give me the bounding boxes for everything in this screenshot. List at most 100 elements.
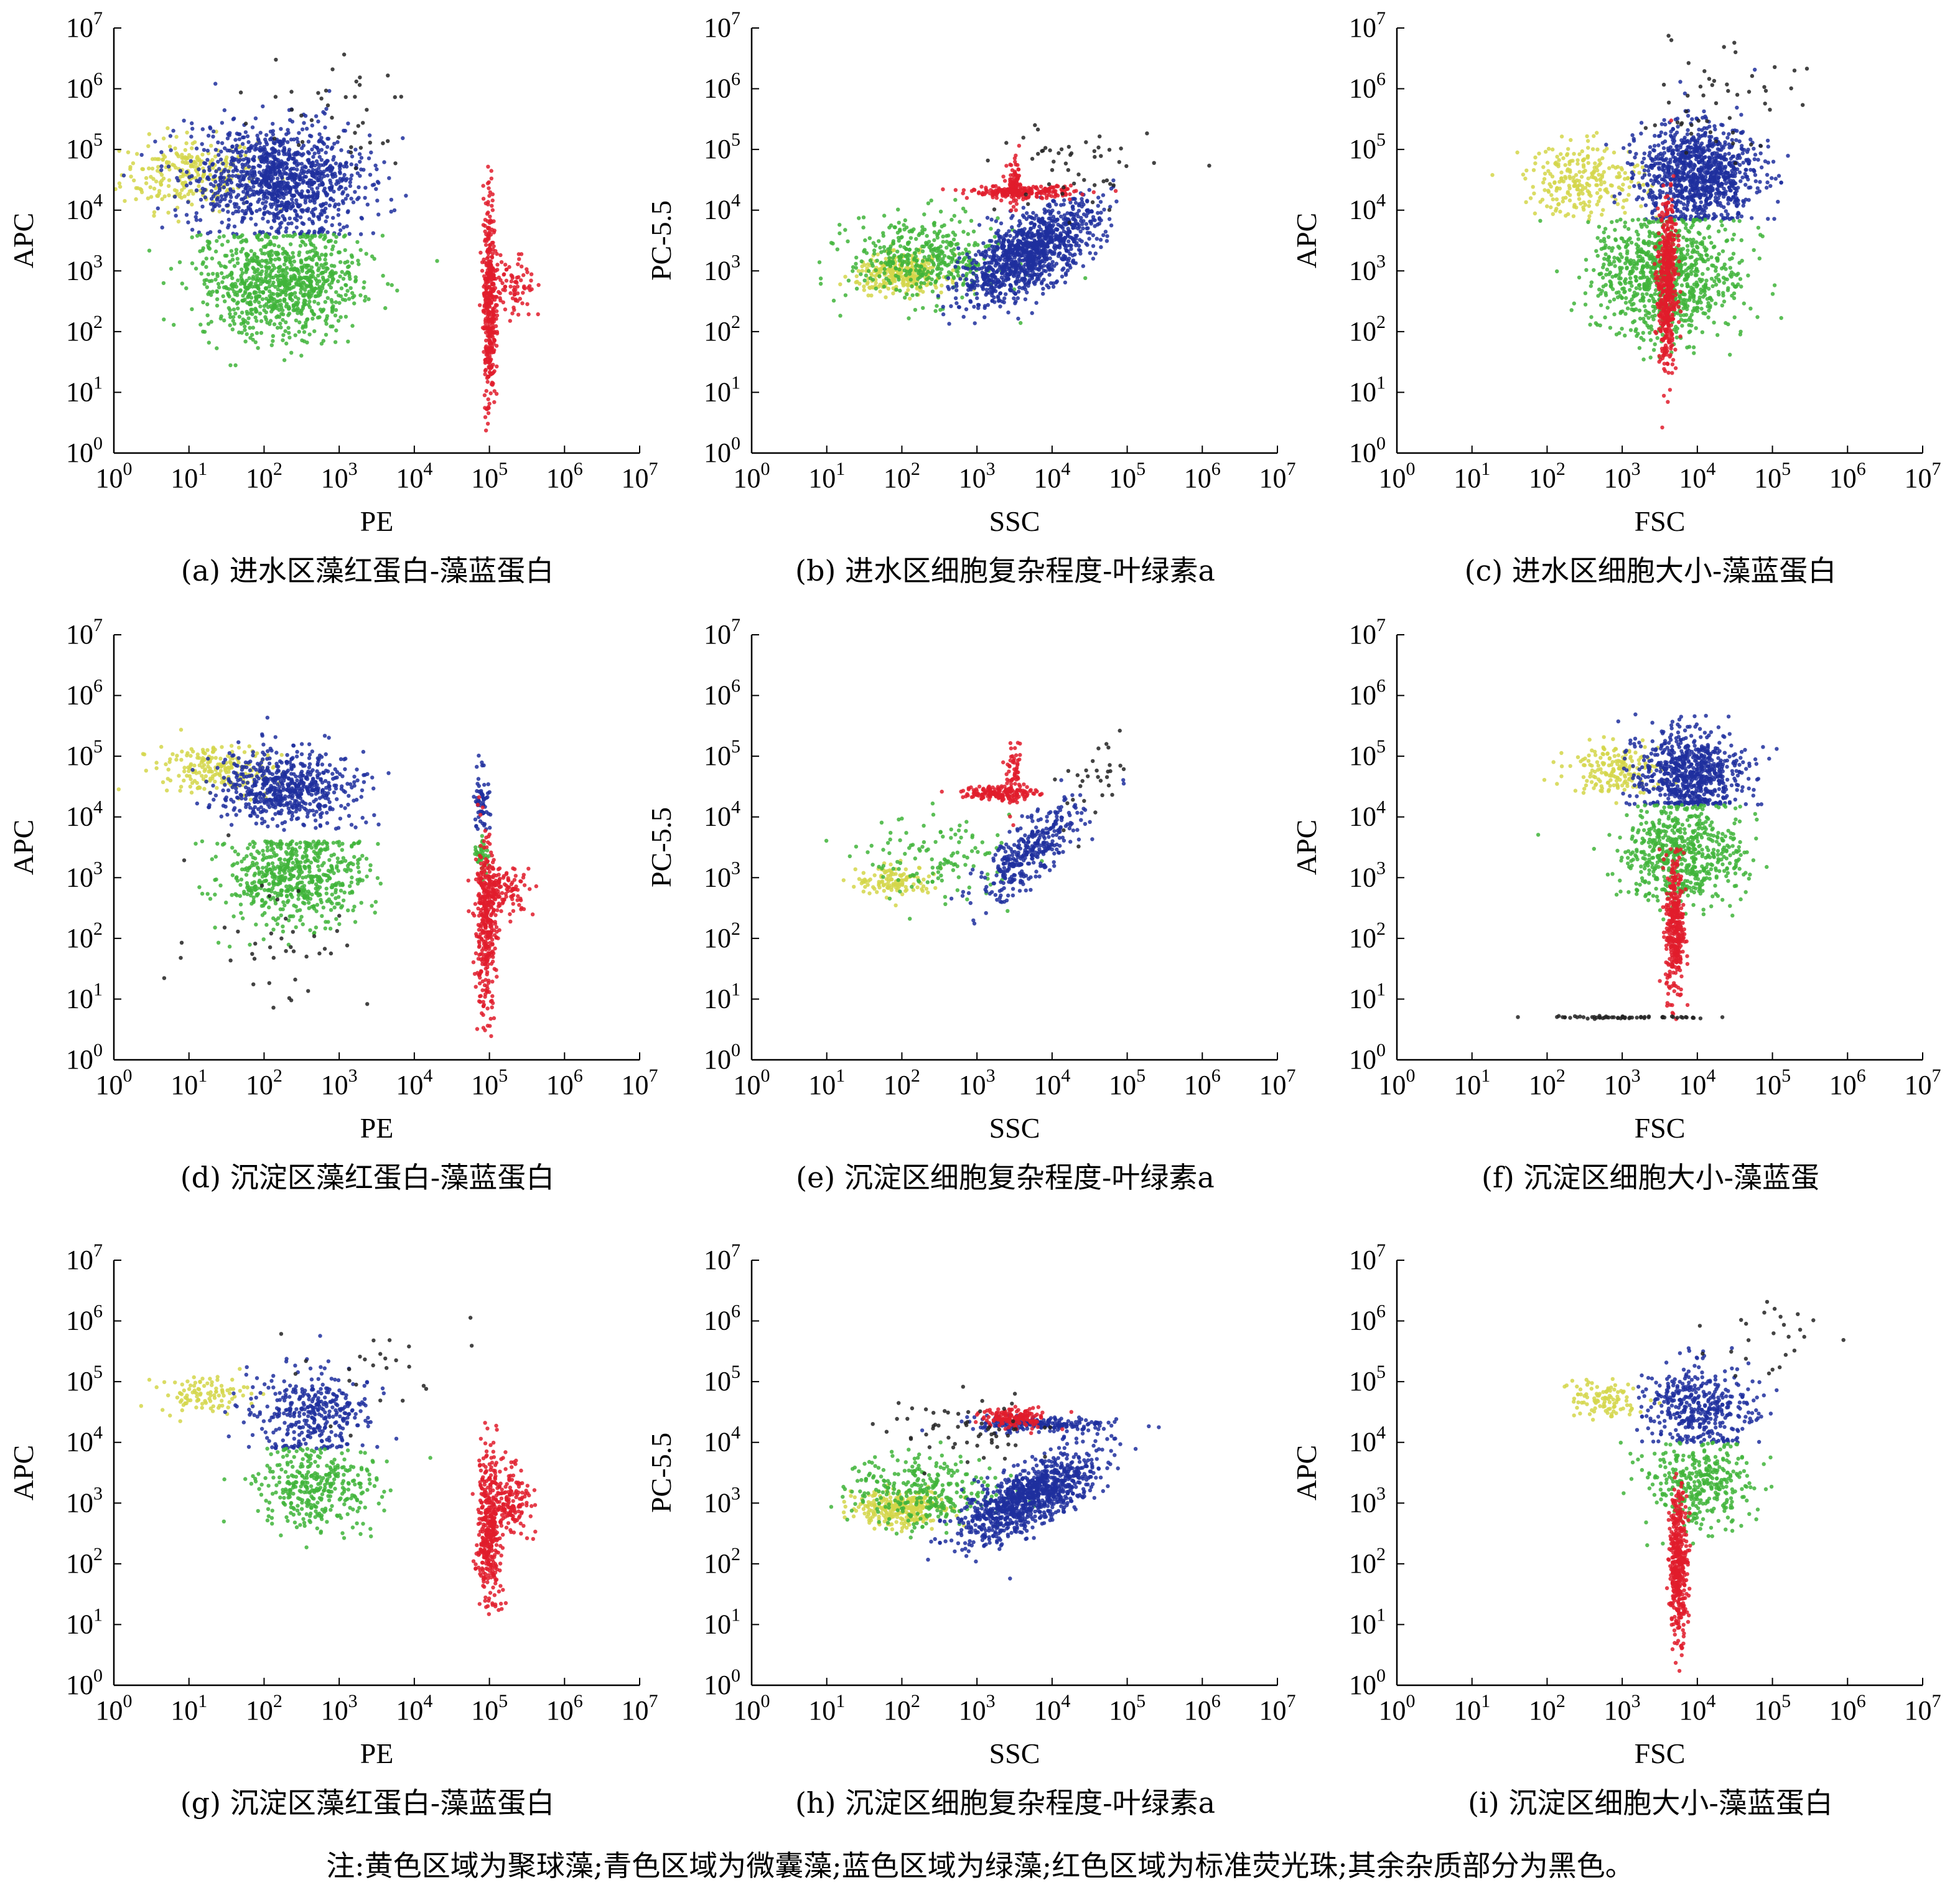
data-point	[296, 140, 300, 144]
data-point	[284, 192, 289, 196]
panel-caption: (b) 进水区细胞复杂程度-叶绿素a	[795, 554, 1215, 587]
data-point	[337, 232, 342, 236]
data-point	[383, 306, 388, 311]
data-point	[345, 210, 350, 215]
data-point	[500, 281, 505, 286]
data-point	[301, 180, 306, 185]
data-point	[323, 125, 327, 129]
data-point	[907, 261, 911, 265]
data-point	[999, 271, 1004, 276]
data-point	[186, 200, 190, 204]
data-point	[337, 301, 342, 305]
data-point	[955, 260, 960, 264]
data-point	[274, 253, 279, 257]
data-point	[329, 252, 334, 256]
data-point	[907, 229, 912, 234]
data-point	[1109, 186, 1114, 191]
data-point	[485, 296, 490, 301]
data-point	[1015, 194, 1020, 198]
data-point	[1019, 320, 1023, 325]
data-point	[257, 197, 261, 202]
data-point	[301, 143, 306, 148]
data-point	[368, 141, 372, 145]
data-point	[999, 221, 1004, 226]
data-point	[246, 140, 251, 144]
data-point	[831, 298, 836, 303]
data-point	[1084, 140, 1088, 144]
data-point	[908, 296, 912, 301]
data-point	[495, 263, 500, 267]
data-point	[1024, 237, 1029, 241]
data-point	[345, 260, 350, 264]
data-point	[219, 149, 223, 154]
data-point	[1031, 242, 1036, 246]
data-point	[1074, 243, 1078, 248]
data-point	[154, 179, 159, 184]
data-point	[488, 190, 492, 195]
data-point	[487, 186, 491, 190]
data-point	[195, 156, 199, 161]
data-point	[258, 131, 263, 135]
data-point	[483, 229, 487, 234]
data-point	[220, 141, 225, 146]
data-point	[1037, 224, 1042, 229]
data-point	[278, 321, 282, 326]
x-tick-label: 101	[808, 459, 845, 494]
data-point	[276, 164, 281, 169]
data-point	[236, 132, 241, 136]
data-point	[862, 288, 867, 292]
data-point	[343, 248, 347, 253]
data-point	[342, 128, 346, 133]
data-point	[963, 209, 968, 214]
data-point	[492, 313, 497, 317]
data-point	[210, 208, 215, 212]
data-point	[264, 265, 269, 270]
data-point	[495, 268, 500, 272]
data-point	[334, 202, 338, 207]
data-point	[299, 265, 304, 269]
data-point	[189, 155, 194, 159]
data-point	[245, 267, 250, 271]
data-point	[254, 290, 258, 295]
data-point	[306, 207, 310, 211]
data-point	[268, 260, 273, 264]
data-point	[226, 210, 230, 214]
data-point	[246, 316, 251, 320]
data-point	[343, 314, 348, 319]
data-point	[324, 289, 328, 294]
data-point	[294, 318, 299, 323]
data-point	[381, 141, 385, 146]
data-point	[956, 269, 960, 274]
data-point	[274, 57, 278, 62]
data-point	[217, 209, 222, 214]
data-point	[1030, 220, 1034, 225]
data-point	[201, 300, 205, 304]
data-point	[128, 165, 133, 169]
data-point	[212, 175, 216, 179]
data-point	[954, 281, 959, 286]
data-point	[169, 148, 173, 152]
data-point	[941, 187, 945, 192]
data-point	[1039, 281, 1044, 286]
cluster-blue	[121, 82, 408, 236]
data-point	[498, 253, 503, 258]
data-point	[228, 273, 232, 278]
data-point	[350, 173, 354, 177]
data-point	[281, 162, 286, 167]
data-point	[338, 228, 343, 233]
data-point	[358, 174, 362, 178]
data-point	[304, 126, 309, 131]
data-point	[201, 260, 205, 264]
data-point	[240, 246, 245, 251]
data-point	[246, 171, 251, 175]
data-point	[994, 193, 999, 197]
data-point	[893, 279, 897, 284]
data-point	[358, 248, 363, 252]
data-point	[486, 355, 490, 359]
data-point	[888, 250, 893, 255]
data-point	[862, 248, 867, 252]
data-point	[1045, 203, 1050, 208]
data-point	[1060, 192, 1065, 196]
data-point	[225, 136, 230, 141]
data-point	[838, 223, 842, 227]
